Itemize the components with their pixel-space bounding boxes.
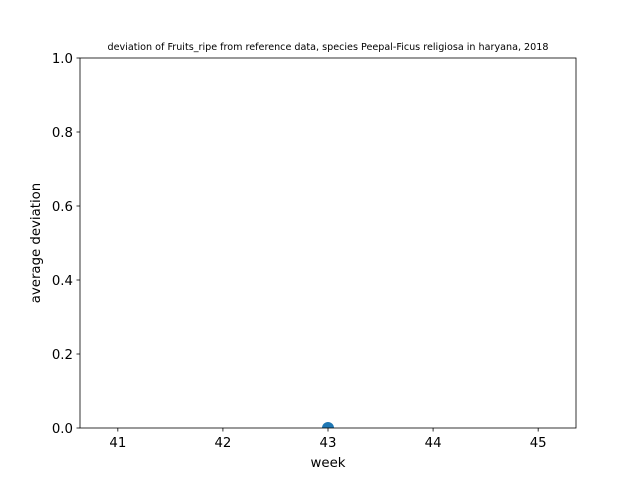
y-tick-label: 0.0 — [52, 422, 73, 437]
y-tick-label: 0.6 — [52, 200, 73, 215]
y-tick-label: 0.8 — [52, 126, 73, 141]
data-point — [322, 422, 334, 428]
x-tick-label: 43 — [320, 436, 337, 451]
x-axis-ticks: 41 42 43 44 45 — [109, 428, 547, 451]
x-tick-label: 41 — [109, 436, 126, 451]
x-tick-label: 42 — [214, 436, 231, 451]
y-axis-label: average deviation — [29, 183, 44, 303]
y-axis-ticks: 0.0 0.2 0.4 0.6 0.8 1.0 — [52, 52, 80, 437]
y-tick-label: 1.0 — [52, 52, 73, 67]
plot-area — [80, 58, 576, 428]
y-tick-label: 0.4 — [52, 274, 73, 289]
x-tick-label: 45 — [530, 436, 547, 451]
y-tick-label: 0.2 — [52, 348, 73, 363]
x-axis-label: week — [311, 456, 346, 471]
data-marks — [322, 422, 334, 428]
chart-title: deviation of Fruits_ripe from reference … — [108, 42, 549, 53]
x-tick-label: 44 — [425, 436, 442, 451]
